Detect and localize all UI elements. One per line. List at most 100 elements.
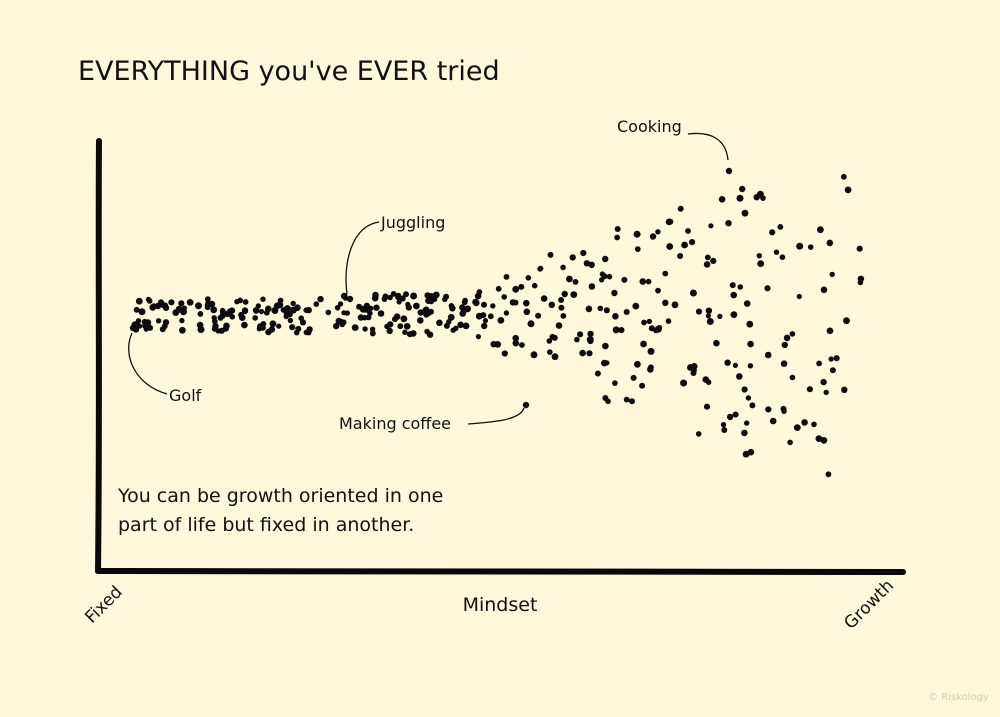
scatter-point	[387, 321, 394, 328]
scatter-point	[602, 342, 609, 350]
scatter-point	[689, 239, 696, 246]
scatter-point	[618, 327, 625, 334]
scatter-point	[453, 325, 459, 331]
scatter-point	[359, 305, 367, 313]
scatter-point	[586, 350, 593, 357]
scatter-point	[135, 297, 143, 305]
scatter-point	[729, 282, 736, 289]
scatter-point	[820, 286, 828, 294]
scatter-point	[260, 321, 267, 327]
scatter-point	[540, 295, 548, 302]
juggling-callout-line	[345, 221, 380, 295]
scatter-point	[523, 308, 531, 316]
scatter-point	[473, 299, 480, 307]
scatter-point	[512, 285, 520, 293]
scatter-point	[392, 316, 398, 323]
scatter-point	[417, 317, 424, 324]
scatter-point	[181, 305, 187, 311]
scatter-point	[369, 326, 376, 332]
scatter-point	[195, 302, 202, 310]
scatter-point	[443, 322, 450, 329]
scatter-point	[840, 173, 847, 180]
scatter-point	[681, 241, 688, 249]
scatter-point	[741, 386, 748, 393]
x-axis-max-label: Growth	[840, 576, 898, 634]
chart-title: EVERYTHING you've EVER tried	[78, 56, 500, 87]
scatter-point	[787, 439, 793, 446]
scatter-point	[570, 291, 578, 298]
scatter-point	[705, 307, 713, 314]
scatter-point	[424, 328, 430, 335]
scatter-point	[546, 338, 553, 344]
scatter-point	[512, 339, 520, 347]
scatter-point	[695, 308, 703, 315]
scatter-point	[196, 321, 204, 329]
scatter-point	[632, 302, 640, 310]
scatter-point	[269, 320, 277, 328]
scatter-point	[442, 296, 448, 303]
scatter-point	[523, 299, 530, 307]
scatter-point	[769, 229, 776, 236]
scatter-point	[135, 318, 142, 324]
scatter-point	[826, 239, 834, 247]
juggling-point	[346, 295, 354, 303]
scatter-point	[397, 323, 404, 330]
scatter-point	[577, 331, 584, 338]
scatter-point	[764, 285, 771, 292]
scatter-point	[219, 308, 227, 316]
scatter-point	[629, 398, 635, 405]
scatter-point	[317, 295, 324, 303]
scatter-point	[258, 308, 265, 315]
scatter-point	[801, 419, 808, 426]
scatter-point	[708, 223, 714, 229]
scatter-point	[313, 301, 320, 307]
scatter-point	[475, 334, 481, 340]
scatter-point	[736, 373, 743, 380]
scatter-point	[666, 243, 674, 250]
scatter-point	[428, 308, 434, 315]
scatter-point	[633, 230, 641, 238]
scatter-point	[462, 322, 470, 330]
scatter-point	[133, 306, 140, 313]
scatter-point	[829, 271, 835, 278]
scatter-point	[588, 283, 596, 290]
scatter-point	[747, 448, 755, 456]
scatter-point	[351, 324, 359, 331]
scatter-point	[561, 290, 568, 298]
scatter-point	[211, 326, 218, 332]
scatter-point	[410, 330, 417, 337]
scatter-point	[705, 313, 712, 319]
scatter-point	[179, 317, 185, 324]
scatter-point	[741, 209, 749, 217]
scatter-point	[634, 360, 641, 368]
scatter-point	[283, 310, 291, 317]
scatter-point	[494, 341, 502, 348]
scatter-point	[781, 408, 787, 414]
scatter-point	[718, 196, 726, 203]
golf-point	[129, 324, 137, 332]
scatter-point	[150, 303, 157, 310]
scatter-point	[531, 282, 538, 289]
x-axis-label: Mindset	[463, 594, 538, 616]
scatter-point	[276, 301, 284, 309]
x-axis	[95, 568, 906, 575]
scatter-point	[690, 370, 697, 376]
scatter-point	[746, 320, 754, 328]
scatter-point	[501, 350, 508, 357]
scatter-point	[405, 304, 412, 311]
scatter-point	[612, 380, 618, 386]
scatter-point	[334, 305, 341, 311]
scatter-point	[475, 312, 483, 320]
scatter-point	[290, 300, 296, 307]
credit-text: © Riskology	[928, 692, 989, 703]
scatter-point	[623, 309, 630, 315]
scatter-point	[362, 326, 368, 332]
scatter-point	[159, 326, 166, 333]
scatter-point	[431, 296, 438, 302]
scatter-point	[211, 318, 218, 325]
scatter-point	[260, 296, 266, 302]
scatter-point	[662, 270, 669, 277]
scatter-point	[811, 421, 817, 428]
scatter-point	[537, 266, 543, 272]
scatter-point	[238, 311, 245, 318]
